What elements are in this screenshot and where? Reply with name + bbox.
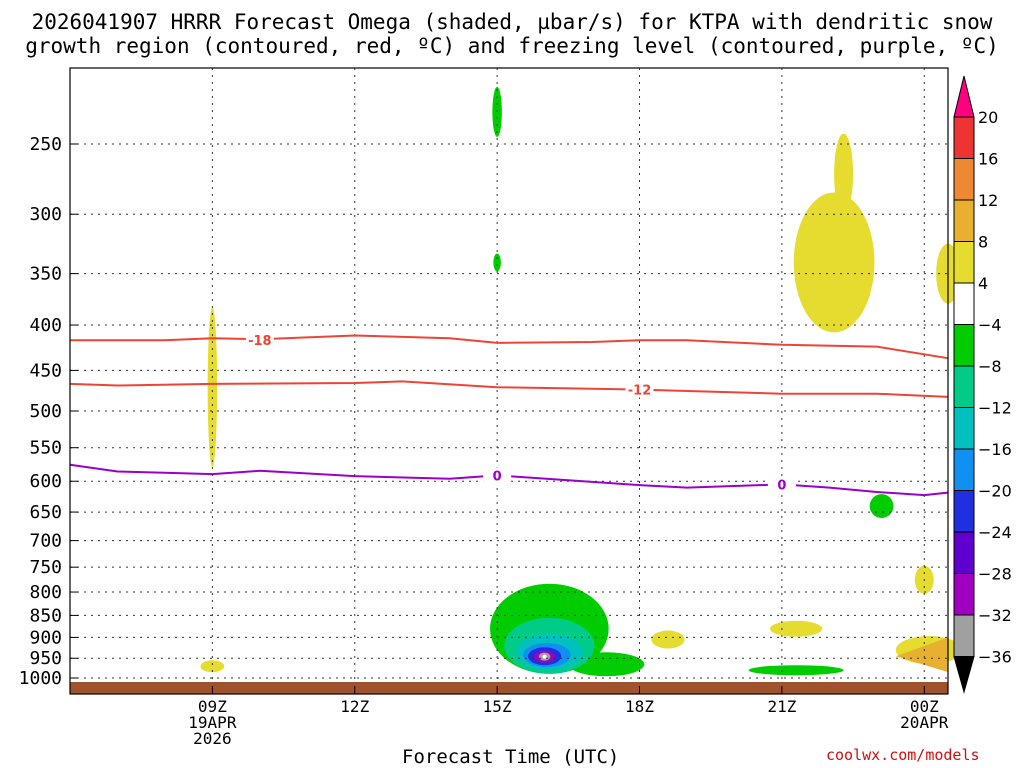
- contour-label: 0: [493, 469, 502, 484]
- omega-shade-yellow: [770, 620, 823, 637]
- x-tick-label: 15Z: [483, 697, 512, 716]
- colorbar-label: −16: [978, 440, 1012, 459]
- source-credit: coolwx.com/models: [826, 746, 980, 764]
- colorbar-segment: [953, 365, 975, 408]
- omega-shading-layer: [200, 86, 963, 677]
- colorbar-label: −20: [978, 482, 1012, 501]
- y-tick-label: 300: [29, 204, 62, 225]
- ground-strip: [70, 682, 948, 694]
- contour-line: [69, 463, 949, 497]
- y-tick-label: 850: [29, 605, 62, 626]
- colorbar-segment: [953, 573, 975, 616]
- omega-shade-orange: [895, 637, 948, 673]
- colorbar-label: −12: [978, 399, 1012, 418]
- y-tick-label: 900: [29, 627, 62, 648]
- colorbar-segment: [953, 531, 975, 574]
- colorbar-segment: [953, 241, 975, 284]
- y-tick-label: 350: [29, 264, 62, 285]
- colorbar-segment: [953, 448, 975, 491]
- omega-shade-yellow: [834, 133, 854, 214]
- colorbar-segment: [953, 614, 975, 657]
- colorbar-label: −28: [978, 565, 1012, 584]
- y-tick-label: 1000: [19, 668, 62, 689]
- colorbar-label: −32: [978, 606, 1012, 625]
- colorbar-segment: [953, 158, 975, 201]
- y-tick-label: 500: [29, 401, 62, 422]
- colorbar-label: 4: [978, 274, 988, 293]
- omega-shade-center: [542, 654, 547, 659]
- x-tick-label: 20APR: [900, 713, 949, 732]
- x-tick-label: 2026: [193, 729, 232, 748]
- colorbar-label: 12: [978, 191, 998, 210]
- contour-label: 0: [777, 478, 786, 493]
- plot-frame: [69, 67, 949, 695]
- colorbar-segment: [953, 282, 975, 325]
- chart-title-line-1: 2026041907 HRRR Forecast Omega (shaded, …: [31, 10, 993, 34]
- colorbar-segment: [953, 199, 975, 242]
- contour-line: [69, 380, 949, 398]
- omega-colorbar: 20 16 12 8 4 −4 −8 −12 −16 −20 −24 −28 −32 −36: [953, 75, 1012, 694]
- contour-label-bg: [483, 467, 512, 484]
- y-tick-label: 450: [29, 360, 62, 381]
- omega-shade-yellow: [207, 307, 218, 468]
- colorbar-label: −8: [978, 357, 1002, 376]
- colorbar-label: 8: [978, 233, 988, 252]
- contour-label-bg: [767, 476, 796, 493]
- omega-shade-green: [869, 494, 894, 519]
- x-axis-label: Forecast Time (UTC): [402, 746, 620, 768]
- y-tick-label: 250: [29, 134, 62, 155]
- contour-line: [70, 334, 949, 360]
- y-tick-label: 800: [29, 582, 62, 603]
- colorbar-segment: [953, 490, 975, 533]
- colorbar-bottom-arrow: [953, 656, 975, 694]
- colorbar-segment: [953, 324, 975, 367]
- contour-label: -18: [248, 334, 272, 349]
- colorbar-segment: [953, 407, 975, 450]
- x-tick-label: 21Z: [767, 697, 796, 716]
- omega-shade-green: [748, 665, 844, 676]
- y-tick-label: 600: [29, 471, 62, 492]
- colorbar-label: −24: [978, 523, 1012, 542]
- contour-label: -12: [628, 384, 652, 399]
- y-tick-label: 650: [29, 502, 62, 523]
- x-tick-label: 18Z: [625, 697, 654, 716]
- y-axis-ticks: 2503003504004505005506006507007508008509…: [19, 134, 78, 689]
- omega-shade-yellow: [200, 660, 225, 673]
- colorbar-top-arrow: [953, 75, 975, 118]
- omega-shade-green: [493, 253, 501, 272]
- contour-label-bg: [245, 332, 274, 349]
- x-tick-label: 00Z: [910, 697, 939, 716]
- y-tick-label: 550: [29, 438, 62, 459]
- colorbar-segment: [953, 116, 975, 159]
- y-tick-label: 700: [29, 531, 62, 552]
- colorbar-label: −36: [978, 648, 1012, 667]
- colorbar-label: 16: [978, 150, 998, 169]
- y-tick-label: 400: [29, 315, 62, 336]
- x-tick-label: 12Z: [340, 697, 369, 716]
- omega-shade-yellow: [793, 192, 875, 333]
- colorbar-label: 20: [978, 108, 998, 127]
- chart-title-line-2: growth region (contoured, red, ºC) and f…: [25, 34, 999, 58]
- omega-shade-yellow: [651, 630, 685, 649]
- y-tick-label: 750: [29, 557, 62, 578]
- contour-label-bg: [625, 381, 654, 398]
- x-tick-label: 19APR: [188, 713, 237, 732]
- contour-layer: -18 -12 0 0: [69, 332, 949, 497]
- y-tick-label: 950: [29, 648, 62, 669]
- x-tick-label: 09Z: [198, 697, 227, 716]
- colorbar-label: −4: [978, 316, 1002, 335]
